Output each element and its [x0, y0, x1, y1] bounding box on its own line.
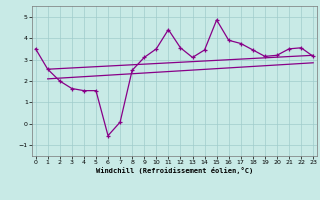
- X-axis label: Windchill (Refroidissement éolien,°C): Windchill (Refroidissement éolien,°C): [96, 167, 253, 174]
